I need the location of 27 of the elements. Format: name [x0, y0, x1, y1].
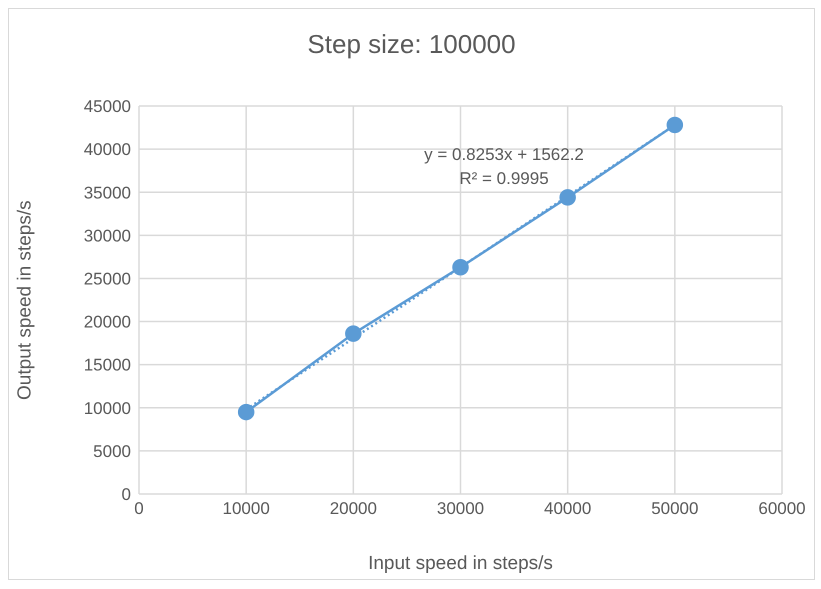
y-tick-label: 5000 [93, 442, 131, 461]
point [452, 258, 469, 276]
x-tick-label: 10000 [222, 499, 270, 518]
chart-title: Step size: 100000 [306, 29, 517, 60]
point [345, 325, 362, 342]
y-tick-label: 40000 [84, 140, 131, 160]
point [666, 116, 684, 134]
x-axis-title: Input speed in steps/s [368, 553, 553, 574]
x-tick-label: 60000 [758, 499, 806, 518]
point [559, 189, 576, 206]
x-tick-label: 50000 [651, 499, 698, 518]
y-tick-label: 0 [122, 485, 131, 504]
x-tick-label: 30000 [436, 499, 484, 518]
y-tick-label: 45000 [84, 97, 131, 116]
y-tick-label: 15000 [84, 356, 131, 375]
y-tick-label: 25000 [84, 269, 131, 288]
y-axis-title: Output speed in steps/s [14, 200, 36, 400]
annotation: R² = 0.9995 [458, 168, 550, 190]
point [238, 404, 254, 420]
x-tick-label: 0 [134, 499, 144, 518]
y-tick-label: 10000 [84, 398, 131, 418]
x-tick-label: 20000 [330, 499, 377, 518]
y-tick-label: 30000 [84, 226, 131, 246]
y-tick-label: 20000 [84, 312, 131, 332]
x-tick-label: 40000 [544, 499, 592, 518]
y-tick-label: 35000 [84, 183, 131, 202]
annotation: y = 0.8253x + 1562.2 [423, 144, 585, 166]
